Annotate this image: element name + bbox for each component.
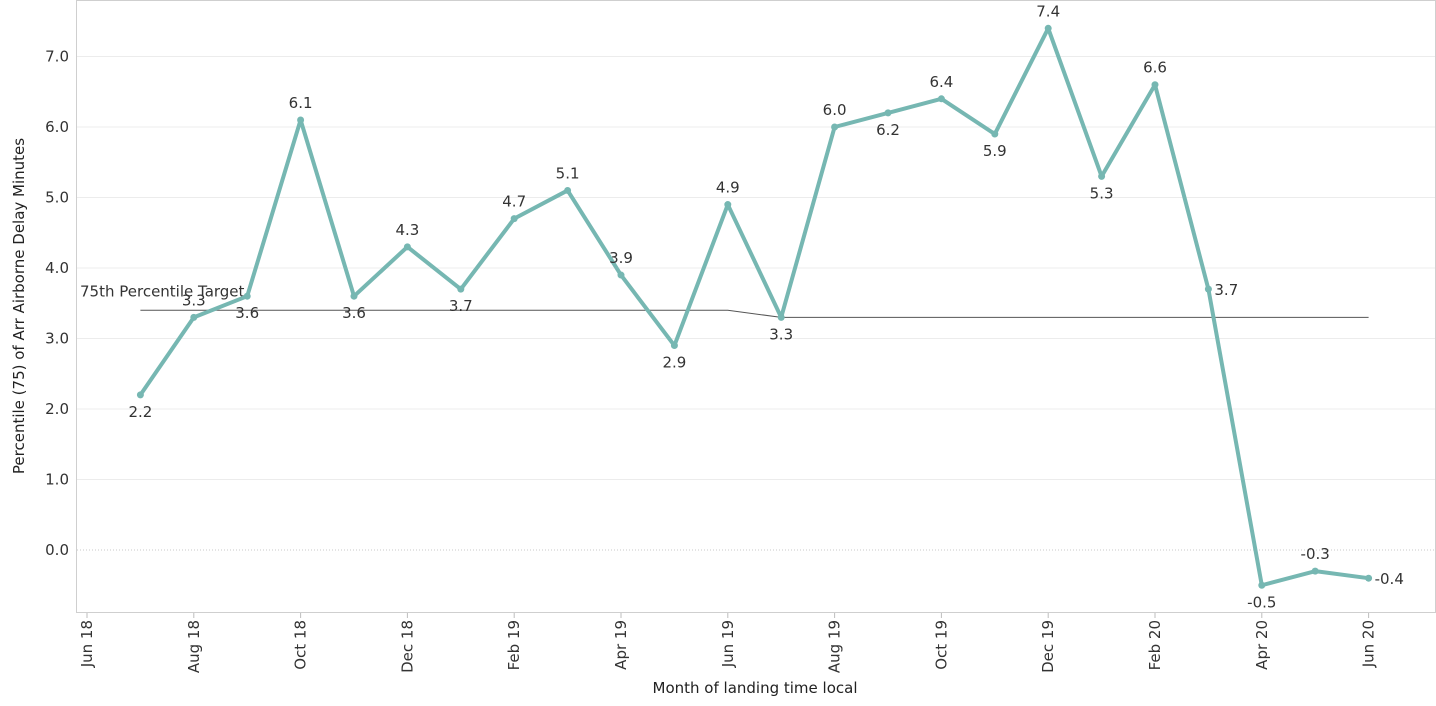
y-tick-label: 7.0 — [45, 48, 69, 66]
data-point — [564, 186, 572, 194]
x-tick-label: Jun 20 — [1360, 620, 1378, 668]
data-label: 5.9 — [983, 142, 1007, 160]
data-point — [297, 116, 305, 124]
y-tick-label: 0.0 — [45, 541, 69, 559]
y-tick-label: 2.0 — [45, 400, 69, 418]
data-point — [1258, 581, 1266, 589]
data-label: 3.7 — [449, 297, 473, 315]
data-label: 2.2 — [128, 403, 152, 421]
data-point — [1365, 574, 1373, 582]
data-label: 4.7 — [502, 193, 526, 211]
data-point — [884, 109, 892, 117]
y-tick-label: 4.0 — [45, 259, 69, 277]
series-group — [136, 24, 1373, 589]
data-point — [670, 342, 678, 350]
data-label: 5.1 — [556, 164, 580, 182]
data-point — [1311, 567, 1319, 575]
data-label: 5.3 — [1090, 184, 1114, 202]
x-tick-label: Aug 19 — [826, 620, 844, 673]
x-tick-label: Feb 19 — [505, 620, 523, 670]
y-axis-title: Percentile (75) of Arr Airborne Delay Mi… — [10, 138, 28, 474]
data-point — [243, 292, 251, 300]
data-label: -0.5 — [1247, 593, 1276, 611]
data-label: 3.3 — [182, 291, 206, 309]
data-label: 6.4 — [929, 73, 953, 91]
data-label: 4.9 — [716, 179, 740, 197]
x-tick-label: Jun 18 — [78, 620, 96, 668]
data-label: 6.6 — [1143, 59, 1167, 77]
data-point — [1098, 172, 1106, 180]
data-point — [510, 215, 518, 223]
target-line-group: 75th Percentile Target — [80, 282, 1369, 318]
x-tick-label: Apr 20 — [1253, 620, 1271, 670]
data-point — [457, 285, 465, 293]
data-point — [617, 271, 625, 279]
data-point — [937, 95, 945, 103]
data-label: 6.1 — [289, 94, 313, 112]
data-label: 6.2 — [876, 121, 900, 139]
y-tick-label: 6.0 — [45, 118, 69, 136]
data-label: -0.3 — [1301, 545, 1330, 563]
data-label: 7.4 — [1036, 2, 1060, 20]
data-label: 3.7 — [1214, 281, 1238, 299]
data-point — [777, 313, 785, 321]
y-tick-label: 3.0 — [45, 330, 69, 348]
x-tick-label: Oct 19 — [932, 620, 950, 670]
x-tick-label: Aug 18 — [185, 620, 203, 673]
y-axis: 0.0 1.0 2.0 3.0 4.0 5.0 6.0 7.0 — [45, 48, 69, 560]
data-label: 2.9 — [662, 354, 686, 372]
x-tick-label: Jun 19 — [719, 620, 737, 668]
x-axis-title: Month of landing time local — [653, 679, 858, 697]
gridlines — [77, 56, 1435, 551]
y-tick-label: 5.0 — [45, 189, 69, 207]
data-point — [831, 123, 839, 131]
data-label: 3.9 — [609, 249, 633, 267]
data-point — [1204, 285, 1212, 293]
x-tick-label: Feb 20 — [1146, 620, 1164, 670]
data-point — [403, 243, 411, 251]
data-point — [1151, 81, 1159, 89]
data-label: 6.0 — [823, 101, 847, 119]
x-tick-label: Oct 18 — [292, 620, 310, 670]
plot-frame — [76, 0, 1436, 613]
data-point — [724, 201, 732, 209]
data-point — [1044, 24, 1052, 32]
data-label: 3.6 — [235, 304, 259, 322]
data-labels: 2.2 3.3 3.6 6.1 3.6 4.3 3.7 4.7 5.1 3.9 2.9 4.9 3.3 6… — [128, 2, 1403, 611]
data-label: 3.6 — [342, 304, 366, 322]
x-tick-label: Dec 18 — [398, 620, 416, 673]
data-point — [350, 292, 358, 300]
target-line — [140, 309, 1369, 318]
x-axis: Jun 18 Aug 18 Oct 18 Dec 18 Feb 19 Apr 19 Jun … — [78, 613, 1378, 673]
data-label: 3.3 — [769, 325, 793, 343]
data-label: -0.4 — [1375, 570, 1404, 588]
x-tick-label: Dec 19 — [1039, 620, 1057, 673]
data-point — [991, 130, 999, 138]
data-point — [136, 391, 144, 399]
target-line-label: 75th Percentile Target — [80, 282, 245, 300]
data-label: 4.3 — [395, 221, 419, 239]
data-point — [190, 313, 198, 321]
y-tick-label: 1.0 — [45, 471, 69, 489]
x-tick-label: Apr 19 — [612, 620, 630, 670]
series-line — [138, 26, 1371, 588]
